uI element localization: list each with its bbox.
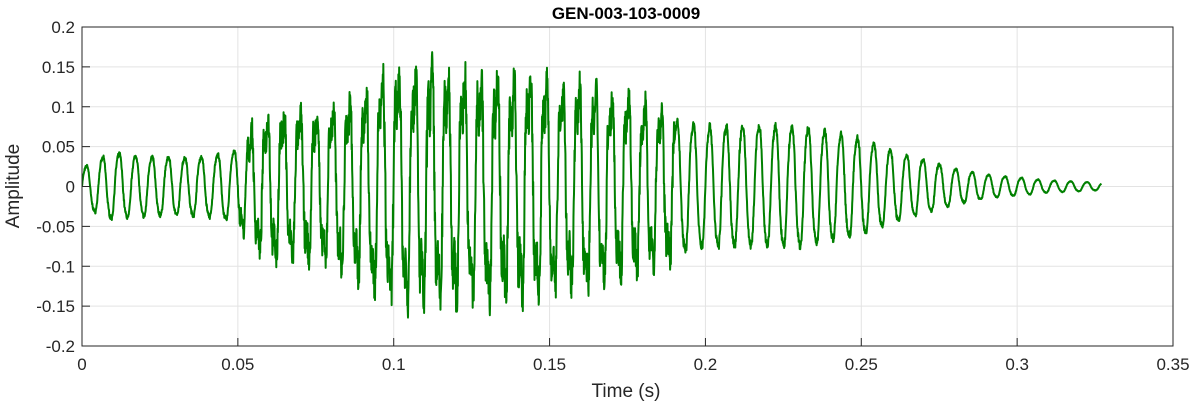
x-tick-label: 0.1: [382, 355, 406, 374]
x-tick-label: 0: [77, 355, 86, 374]
y-tick-labels: 0.2 0.15 0.1 0.05 0 -0.05 -0.1 -0.15 -0.2: [36, 18, 90, 356]
x-tick-label: 0.3: [1005, 355, 1029, 374]
y-tick-label: 0.1: [51, 98, 75, 117]
x-tick-label: 0.25: [845, 355, 878, 374]
y-tick-label: 0.05: [42, 138, 75, 157]
x-tick-label: 0.15: [533, 355, 566, 374]
plot-area: [81, 26, 1174, 347]
chart-title: GEN-003-103-0009: [552, 4, 700, 23]
x-tick-label: 0.2: [694, 355, 718, 374]
x-axis-label: Time (s): [592, 381, 661, 402]
y-tick-label: -0.05: [36, 217, 75, 236]
series-layer: [82, 51, 1103, 319]
waveform-series-line: [82, 51, 1103, 319]
y-axis-label: Amplitude: [3, 144, 24, 229]
y-tick-label: -0.2: [46, 337, 75, 356]
x-tick-label: 0.35: [1156, 355, 1189, 374]
y-tick-label: 0.15: [42, 58, 75, 77]
x-tick-label: 0.05: [221, 355, 254, 374]
y-tick-label: 0.2: [51, 18, 75, 37]
y-tick-label: -0.1: [46, 257, 75, 276]
y-tick-label: 0: [66, 178, 75, 197]
y-tick-label: -0.15: [36, 297, 75, 316]
x-tick-labels: 0 0.05 0.1 0.15 0.2 0.25 0.3 0.35: [77, 338, 1190, 374]
